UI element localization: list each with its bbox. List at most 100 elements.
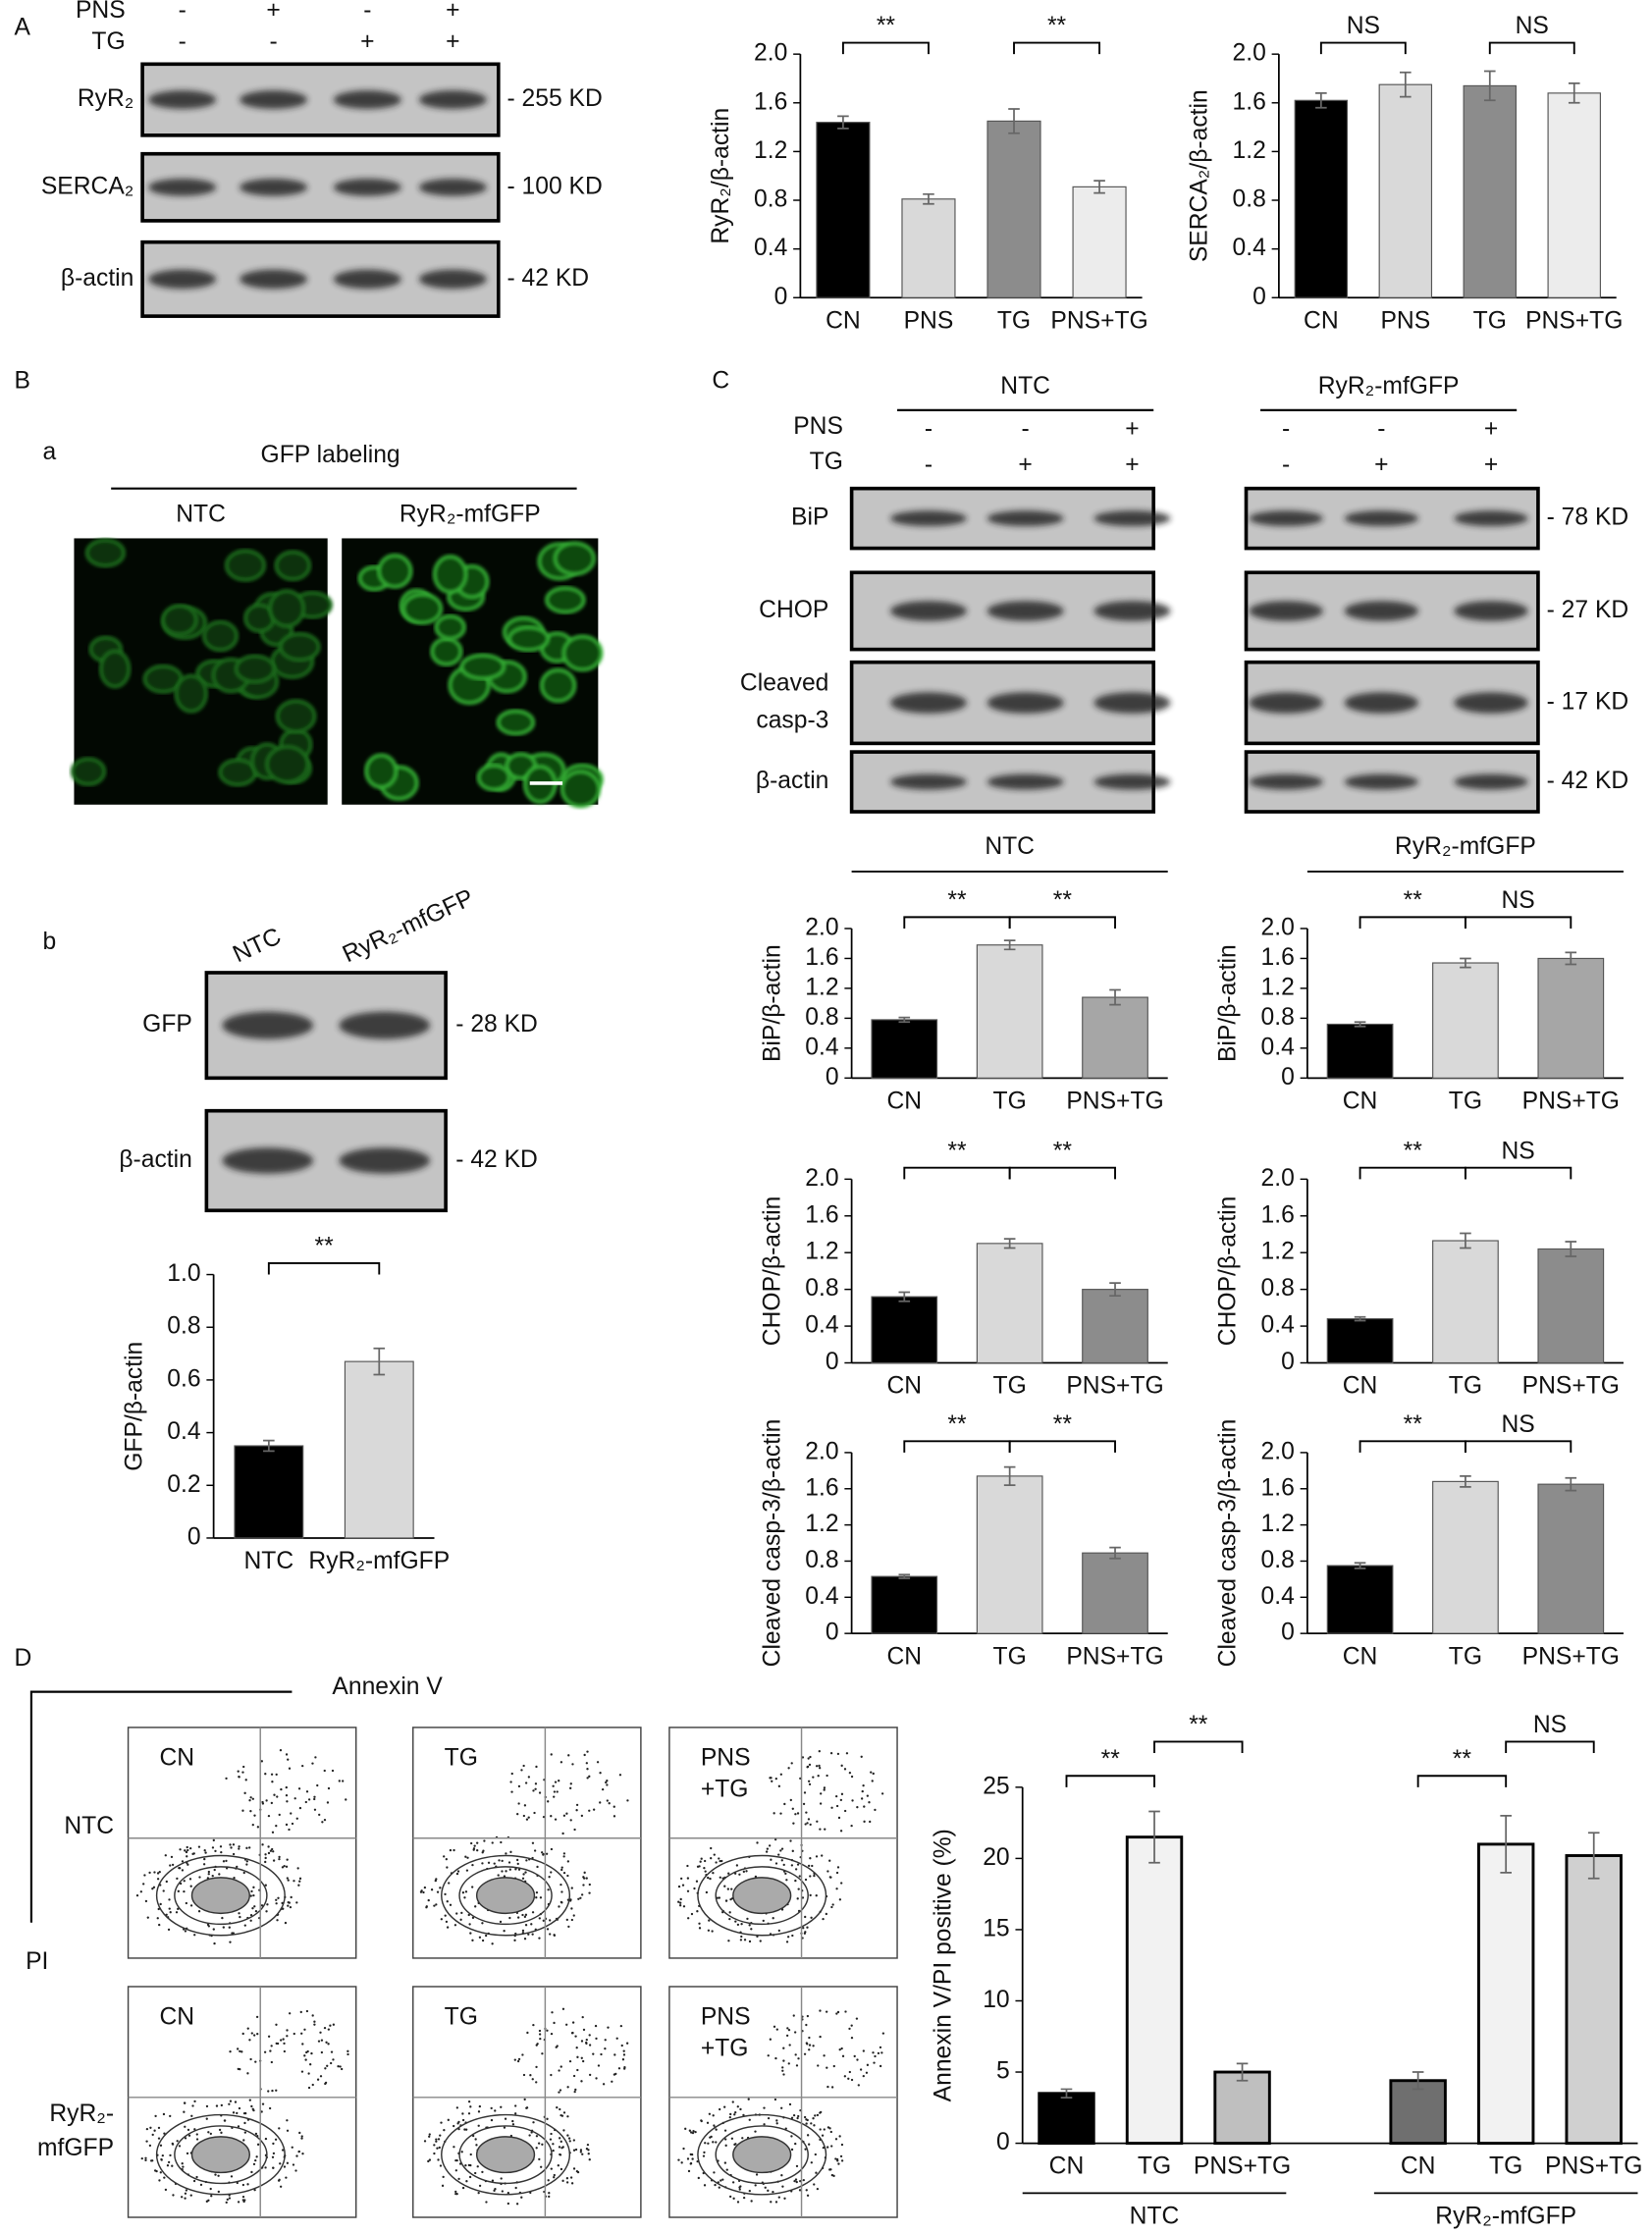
y-tick-label: 2.0 <box>805 1438 838 1464</box>
blot-band <box>148 90 217 110</box>
event-dot <box>154 2114 157 2118</box>
event-dot <box>806 1766 809 1769</box>
event-dot <box>254 1909 258 1913</box>
event-dot <box>561 2179 564 2182</box>
event-dot <box>550 1753 553 1756</box>
event-dot <box>539 1896 543 1899</box>
event-dot <box>214 1849 217 1853</box>
event-dot <box>843 1809 847 1813</box>
y-tick-label: 1.2 <box>754 137 787 164</box>
event-dot <box>796 1897 799 1900</box>
event-dot <box>777 1784 781 1788</box>
event-dot <box>599 1772 602 1775</box>
event-dot <box>558 1905 560 1908</box>
event-dot <box>517 1802 520 1805</box>
event-dot <box>448 1882 451 1885</box>
x-tick-label: TG <box>1138 2153 1171 2180</box>
event-dot <box>553 1934 557 1937</box>
event-dot <box>144 2156 147 2159</box>
event-dot <box>538 2157 541 2161</box>
event-dot <box>709 2136 712 2139</box>
event-dot <box>787 2062 790 2065</box>
flow-plot <box>412 1727 642 1959</box>
event-dot <box>167 2160 171 2164</box>
event-dot <box>478 1936 482 1939</box>
event-dot <box>730 2137 734 2140</box>
event-dot <box>243 2121 246 2125</box>
event-dot <box>550 1847 554 1851</box>
event-dot <box>286 2161 290 2164</box>
event-dot <box>433 2144 436 2147</box>
bar <box>1213 2070 1271 2146</box>
event-dot <box>135 1893 139 1897</box>
event-dot <box>723 2105 726 2108</box>
event-dot <box>797 2114 800 2118</box>
event-dot <box>522 1764 525 1768</box>
event-dot <box>253 1905 256 1908</box>
x-tick-label: TG <box>1489 2153 1522 2180</box>
event-dot <box>588 2158 591 2161</box>
condition-sign: - <box>179 28 187 55</box>
event-dot <box>295 1817 298 1820</box>
event-dot <box>249 1796 252 1799</box>
event-dot <box>810 2122 813 2125</box>
event-dot <box>570 1887 573 1889</box>
event-dot <box>727 1872 730 1875</box>
event-dot <box>535 2135 539 2138</box>
event-dot <box>713 2124 716 2127</box>
event-dot <box>542 1853 545 1856</box>
event-dot <box>161 2153 164 2157</box>
event-dot <box>840 2159 844 2162</box>
event-dot <box>724 2138 727 2141</box>
event-dot <box>178 2145 182 2148</box>
event-dot <box>332 2023 336 2026</box>
event-dot <box>193 2100 196 2103</box>
error-bar <box>898 1291 911 1303</box>
event-dot <box>538 2033 542 2036</box>
event-dot <box>271 1847 274 1851</box>
event-dot <box>754 2130 757 2133</box>
event-dot <box>819 1802 823 1805</box>
event-dot <box>736 2105 739 2108</box>
event-dot <box>699 1860 702 1863</box>
event-dot <box>770 2201 773 2204</box>
event-dot <box>267 2090 270 2093</box>
event-dot <box>274 2138 278 2141</box>
event-dot <box>721 2178 724 2181</box>
event-dot <box>197 1910 201 1913</box>
condition-sign: + <box>1484 416 1498 443</box>
event-dot <box>568 2140 571 2143</box>
y-axis-label: Cleaved casp-3/β-actin <box>1215 1419 1242 1668</box>
event-dot <box>817 1775 820 1778</box>
event-dot <box>825 1912 827 1916</box>
event-dot <box>169 2114 172 2118</box>
event-dot <box>856 1806 859 1809</box>
event-dot <box>445 1920 449 1924</box>
event-dot <box>316 2078 320 2081</box>
event-dot <box>816 2187 820 2191</box>
event-dot <box>684 2127 687 2130</box>
event-dot <box>828 1859 831 1862</box>
condition-sign: + <box>1125 452 1139 478</box>
event-dot <box>320 2039 324 2042</box>
event-dot <box>560 1868 563 1872</box>
event-dot <box>464 1855 467 1858</box>
event-dot <box>680 2161 683 2164</box>
event-dot <box>762 1919 765 1923</box>
event-dot <box>311 1762 314 1765</box>
event-dot <box>679 1877 683 1881</box>
event-dot <box>217 2190 220 2194</box>
cell <box>174 673 208 714</box>
event-dot <box>574 2035 577 2038</box>
event-dot <box>775 2119 778 2122</box>
condition-sign: - <box>1282 452 1290 478</box>
event-dot <box>570 1918 574 1922</box>
event-dot <box>587 2149 590 2152</box>
event-dot <box>455 1872 459 1876</box>
event-dot <box>553 1795 556 1798</box>
event-dot <box>712 2114 715 2117</box>
bar <box>1072 186 1127 298</box>
event-dot <box>468 2175 472 2179</box>
event-dot <box>471 1916 475 1919</box>
event-dot <box>559 2107 561 2111</box>
